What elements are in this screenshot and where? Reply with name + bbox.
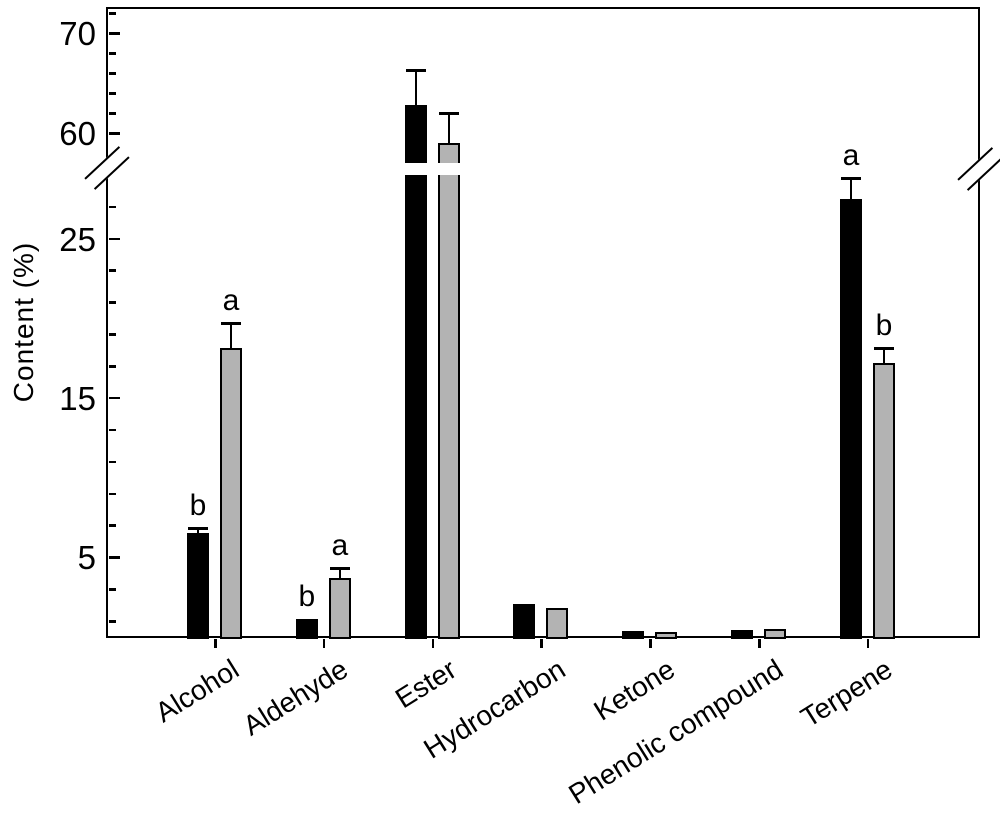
y-minor-tick xyxy=(108,333,116,336)
bar-series-1-black-2 xyxy=(404,105,427,639)
bar-series-2-gray-1 xyxy=(328,578,351,639)
y-axis-break-band xyxy=(109,163,977,175)
error-bar-cap xyxy=(840,176,861,180)
x-tick xyxy=(649,638,652,648)
y-minor-tick xyxy=(108,112,116,115)
y-minor-tick xyxy=(108,428,116,432)
x-tick xyxy=(214,638,217,648)
y-minor-tick xyxy=(108,301,116,304)
y-minor-tick xyxy=(108,52,116,55)
significance-letter: a xyxy=(842,138,860,172)
x-tick xyxy=(758,638,761,648)
error-bar-line xyxy=(338,568,341,579)
y-major-tick xyxy=(108,396,120,400)
error-bar-cap xyxy=(438,112,459,115)
y-minor-tick xyxy=(108,460,116,464)
y-minor-tick xyxy=(108,72,116,75)
significance-letter: b xyxy=(189,488,207,522)
bar-series-2-gray-6 xyxy=(872,362,895,639)
bar-series-2-gray-5 xyxy=(764,629,787,639)
x-tick-label-alcohol: Alcohol xyxy=(150,653,245,729)
y-major-tick xyxy=(108,556,120,559)
y-major-tick xyxy=(108,32,120,35)
error-bar-line xyxy=(414,70,417,105)
y-minor-tick xyxy=(108,205,116,209)
x-tick xyxy=(431,638,435,648)
y-minor-tick xyxy=(108,492,116,496)
error-bar-line xyxy=(197,527,199,534)
significance-letter: a xyxy=(222,283,240,317)
y-tick-label: 70 xyxy=(59,15,96,52)
bar-series-2-gray-4 xyxy=(655,632,678,639)
y-minor-tick xyxy=(108,269,116,272)
y-minor-tick xyxy=(108,12,116,15)
x-tick xyxy=(322,638,326,648)
bar-series-2-gray-3 xyxy=(546,608,569,639)
error-bar-cap xyxy=(873,347,894,351)
error-bar-line xyxy=(447,113,450,143)
x-tick xyxy=(866,638,870,648)
y-minor-tick xyxy=(108,92,116,95)
x-tick-label-ester: Ester xyxy=(390,653,463,715)
error-bar-cap xyxy=(188,526,208,530)
error-bar-line xyxy=(230,322,232,349)
y-minor-tick xyxy=(108,365,116,368)
y-major-tick xyxy=(108,132,120,135)
bar-series-1-black-1 xyxy=(295,619,318,639)
bar-series-2-gray-0 xyxy=(220,348,242,639)
error-bar-line xyxy=(849,177,852,199)
y-minor-tick xyxy=(108,588,116,591)
bar-series-1-black-4 xyxy=(622,631,645,639)
error-bar-line xyxy=(882,348,885,363)
bar-series-1-black-0 xyxy=(187,533,209,639)
x-tick-label-aldehyde: Aldehyde xyxy=(237,653,354,742)
y-minor-tick xyxy=(108,620,116,623)
y-major-tick xyxy=(108,237,120,240)
plot-frame xyxy=(106,7,980,638)
x-tick xyxy=(540,638,543,648)
bar-series-1-black-5 xyxy=(731,629,754,639)
error-bar-cap xyxy=(405,69,426,72)
y-tick-label: 15 xyxy=(59,379,96,417)
y-tick-label: 60 xyxy=(59,115,96,152)
significance-letter: b xyxy=(875,309,893,343)
y-tick-label: 25 xyxy=(59,220,96,258)
error-bar-cap xyxy=(221,321,241,325)
significance-letter: b xyxy=(298,580,316,614)
x-tick-label-ketone: Ketone xyxy=(588,653,680,727)
y-axis-title: Content (%) xyxy=(8,241,39,403)
bar-series-1-black-6 xyxy=(839,198,862,639)
bar-series-1-black-3 xyxy=(513,603,536,639)
y-minor-tick xyxy=(108,524,116,527)
error-bar-cap xyxy=(329,567,350,571)
y-tick-label: 5 xyxy=(77,539,96,577)
x-tick-label-terpene: Terpene xyxy=(795,653,898,734)
bar-series-2-gray-2 xyxy=(437,143,460,639)
significance-letter: a xyxy=(331,529,349,563)
